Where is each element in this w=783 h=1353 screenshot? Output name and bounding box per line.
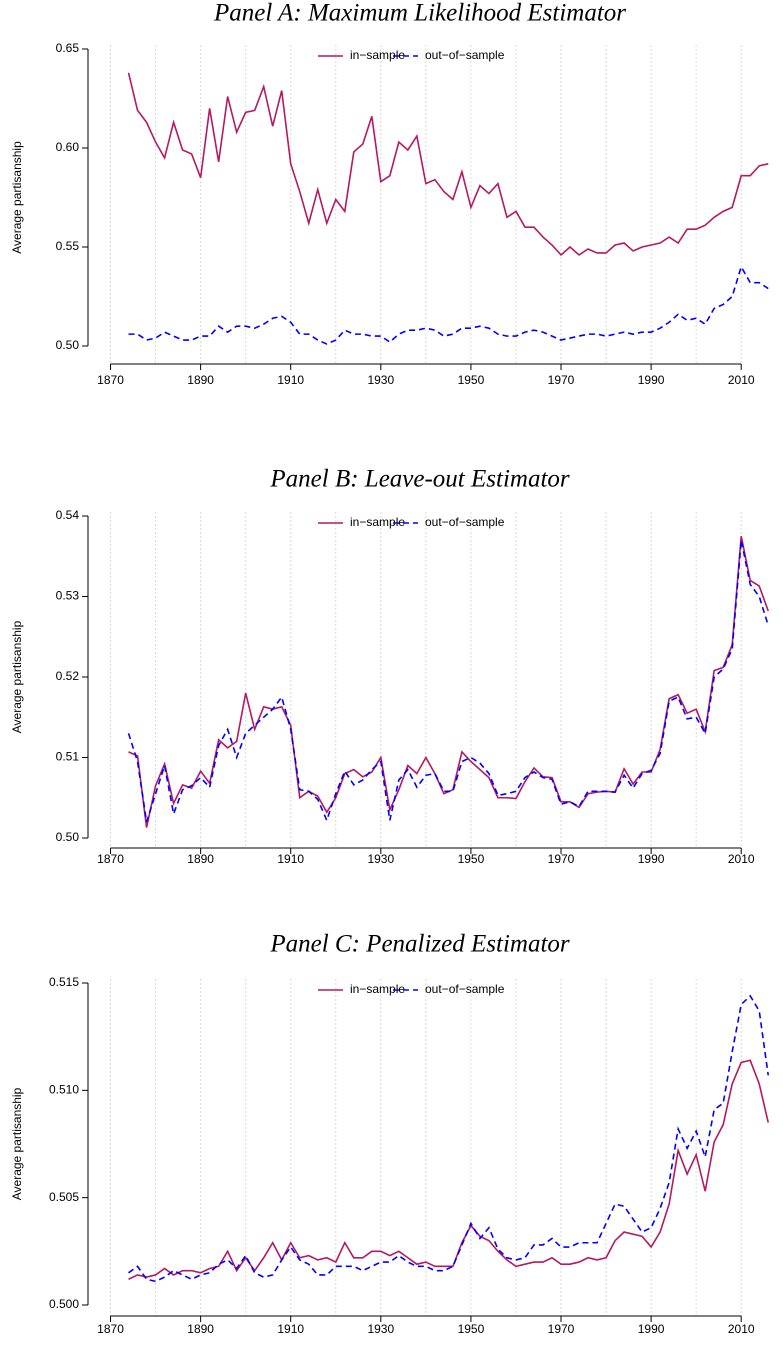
x-tick-label: 1870 <box>97 1322 124 1336</box>
x-tick-label: 1890 <box>187 1322 214 1336</box>
x-tick-label: 1990 <box>638 1322 665 1336</box>
y-axis-label: Average partisanship <box>10 141 24 254</box>
series-line <box>127 72 769 257</box>
x-tick-label: 2010 <box>728 373 755 387</box>
y-tick-label: 0.510 <box>49 1083 79 1097</box>
y-tick-label: 0.505 <box>49 1190 79 1204</box>
x-tick-label: 1910 <box>277 373 304 387</box>
legend-label: in−sample <box>350 515 405 529</box>
legend-label: out−of−sample <box>425 48 505 62</box>
series-line <box>127 539 770 823</box>
y-tick-label: 0.50 <box>56 830 80 844</box>
x-tick-label: 1970 <box>548 373 575 387</box>
x-tick-label: 1950 <box>458 852 485 866</box>
x-tick-label: 1950 <box>458 373 485 387</box>
y-tick-label: 0.54 <box>56 508 80 522</box>
x-tick-label: 1990 <box>638 852 665 866</box>
x-tick-label: 1950 <box>458 1322 485 1336</box>
x-tick-label: 1890 <box>187 852 214 866</box>
series-line <box>128 1059 770 1280</box>
panel-title: Panel B: Leave-out Estimator <box>269 466 570 493</box>
y-tick-label: 0.65 <box>56 41 80 55</box>
y-tick-label: 0.60 <box>56 140 80 154</box>
x-tick-label: 1930 <box>367 373 394 387</box>
legend-label: out−of−sample <box>425 515 505 529</box>
y-tick-label: 0.55 <box>56 239 80 253</box>
x-tick-label: 1910 <box>277 852 304 866</box>
x-tick-label: 1930 <box>367 852 394 866</box>
x-tick-label: 1970 <box>548 1322 575 1336</box>
legend-label: out−of−sample <box>425 982 505 996</box>
x-tick-label: 1890 <box>187 373 214 387</box>
x-tick-label: 1930 <box>367 1322 394 1336</box>
x-tick-label: 1910 <box>277 1322 304 1336</box>
x-tick-label: 1870 <box>97 852 124 866</box>
y-tick-label: 0.51 <box>56 750 80 764</box>
y-axis-label: Average partisanship <box>10 1087 24 1200</box>
y-tick-label: 0.53 <box>56 589 80 603</box>
x-tick-label: 2010 <box>728 852 755 866</box>
y-axis-label: Average partisanship <box>10 620 24 733</box>
y-tick-label: 0.50 <box>56 338 80 352</box>
y-tick-label: 0.52 <box>56 669 80 683</box>
y-tick-label: 0.515 <box>49 975 79 989</box>
panel-title: Panel A: Maximum Likelihood Estimator <box>213 0 626 27</box>
legend-label: in−sample <box>350 48 405 62</box>
x-tick-label: 1990 <box>638 373 665 387</box>
legend-label: in−sample <box>350 982 405 996</box>
panel-title: Panel C: Penalized Estimator <box>269 931 570 958</box>
series-line <box>128 994 770 1283</box>
series-line <box>128 264 769 345</box>
x-tick-label: 1870 <box>97 373 124 387</box>
y-tick-label: 0.500 <box>49 1297 79 1311</box>
x-tick-label: 2010 <box>728 1322 755 1336</box>
series-line <box>128 535 769 828</box>
x-tick-label: 1970 <box>548 852 575 866</box>
